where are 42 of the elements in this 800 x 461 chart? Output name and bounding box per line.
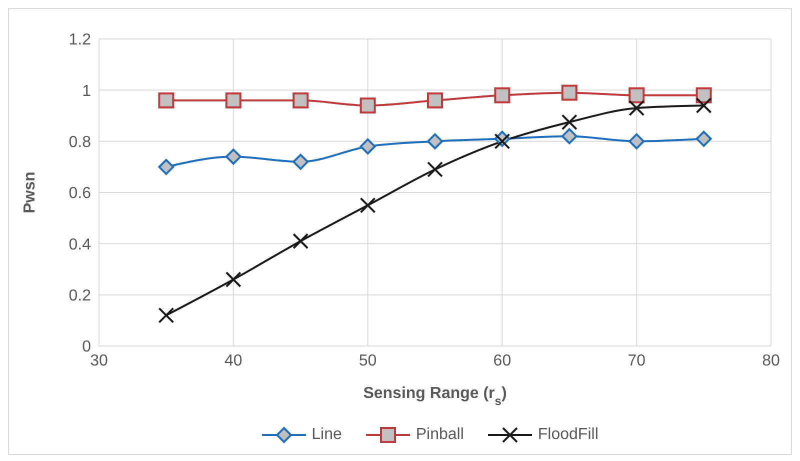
y-tick-label: 0.4 bbox=[68, 236, 92, 254]
point bbox=[628, 133, 645, 150]
x-tick-label: 30 bbox=[90, 352, 108, 370]
point bbox=[225, 92, 242, 108]
point bbox=[494, 87, 510, 104]
point bbox=[292, 154, 309, 170]
legend-label: Pinball bbox=[414, 426, 464, 444]
point bbox=[360, 98, 376, 114]
x-tick-label: 50 bbox=[358, 352, 377, 370]
point bbox=[427, 161, 443, 178]
y-tick-label: 0 bbox=[82, 338, 92, 356]
point bbox=[292, 92, 309, 108]
point bbox=[628, 100, 645, 116]
point bbox=[292, 233, 309, 250]
point bbox=[696, 130, 712, 147]
y-tick-label: 0.8 bbox=[68, 134, 92, 152]
point bbox=[158, 307, 174, 324]
legend-label: FloodFill bbox=[536, 426, 598, 444]
y-tick-label: 0.6 bbox=[68, 185, 92, 202]
point bbox=[225, 148, 242, 165]
x-axis-title: Sensing Range (r$_{s}$) bbox=[363, 385, 507, 408]
y-tick-label: 0.2 bbox=[68, 288, 92, 305]
point bbox=[628, 87, 645, 104]
point bbox=[427, 92, 443, 108]
x-tick-label: 40 bbox=[224, 352, 242, 370]
point bbox=[561, 128, 578, 144]
point bbox=[360, 197, 376, 214]
point bbox=[427, 133, 443, 150]
point bbox=[561, 84, 578, 101]
x-tick-label: 80 bbox=[762, 352, 780, 370]
y-tick-label: 1.2 bbox=[68, 32, 92, 49]
point bbox=[225, 271, 242, 288]
x-tick-label: 60 bbox=[493, 352, 512, 370]
point bbox=[696, 98, 712, 114]
y-axis-title: Pwsn bbox=[22, 172, 39, 214]
x-tick-label: 70 bbox=[628, 352, 646, 370]
y-tick-label: 1 bbox=[82, 82, 92, 100]
point bbox=[158, 92, 174, 108]
point bbox=[158, 158, 174, 175]
point bbox=[360, 138, 376, 154]
legend-label: Line bbox=[310, 426, 342, 444]
point bbox=[561, 114, 578, 130]
